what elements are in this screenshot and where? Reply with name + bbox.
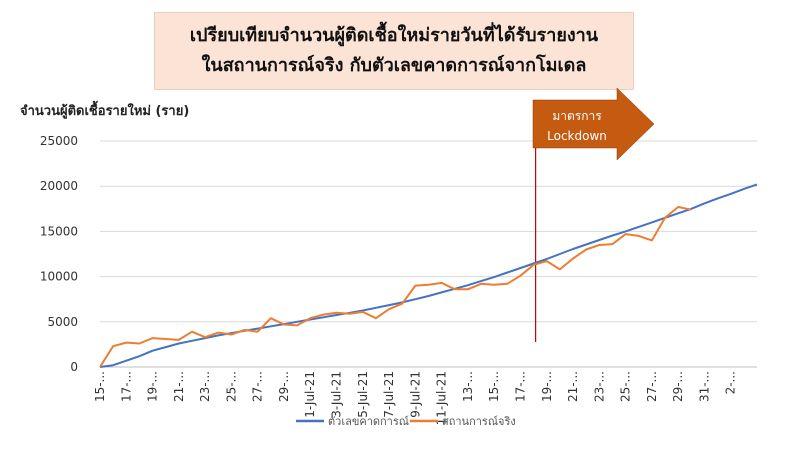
x-tick-label: 21-... [172,371,186,402]
y-axis-ticks: 0 5000 10000 15000 20000 25000 [40,134,78,374]
y-tick-label: 5000 [47,315,78,329]
x-tick-label: 3-Jul-21 [330,371,344,418]
y-tick-label: 15000 [40,224,78,238]
x-tick-label: 2-... [724,371,738,394]
x-tick-label: 27-... [251,371,265,402]
chart-title-line1: เปรียบเทียบจำนวนผู้ติดเชื้อใหม่รายวันที่… [189,25,599,46]
x-tick-label: 21-... [566,371,580,402]
legend-label: ตัวเลขคาดการณ์ [328,415,409,428]
x-tick-label: 25-... [224,371,238,402]
x-tick-label: 27-... [645,371,659,402]
chart-title-line2: ในสถานการณ์จริง กับตัวเลขคาดการณ์จากโมเด… [201,55,587,76]
lockdown-label-line2: Lockdown [547,129,607,143]
x-tick-label: 17-... [119,371,133,402]
lockdown-label-line1: มาตรการ [552,109,602,123]
x-tick-label: 1-Jul-21 [303,371,317,418]
lockdown-arrow [532,87,655,161]
y-tick-label: 20000 [40,179,78,193]
legend: ตัวเลขคาดการณ์ สถานการณ์จริง [296,415,516,428]
grid-lines [100,140,757,368]
series-line-model [99,183,758,368]
y-tick-label: 0 [70,360,78,374]
x-tick-label: 19-... [146,371,160,402]
x-tick-label: 31-... [697,371,711,402]
x-tick-label: 15-... [487,371,501,402]
x-tick-label: 15-... [93,371,107,402]
x-tick-label: 17-... [513,371,527,402]
x-tick-label: 23-... [198,371,212,402]
x-tick-label: 13-... [461,371,475,402]
legend-label: สถานการณ์จริง [442,415,516,428]
x-tick-label: 23-... [592,371,606,402]
x-tick-label: 29-... [277,371,291,402]
y-tick-label: 25000 [40,134,78,148]
x-axis-ticks: 15-... 17-... 19-... 21-... 23-... 25-... 27-.… [93,371,738,425]
x-tick-label: 7-Jul-21 [382,371,396,418]
chart-title-box: เปรียบเทียบจำนวนผู้ติดเชื้อใหม่รายวันที่… [154,12,634,90]
x-tick-label: 29-... [671,371,685,402]
series-lines [99,183,758,368]
x-tick-label: 19-... [540,371,554,402]
lockdown-annotation: มาตรการ Lockdown [532,87,655,342]
x-tick-label: 9-Jul-21 [408,371,422,418]
x-tick-label: 11-Jul-21 [435,371,449,425]
y-axis-label: จำนวนผู้ติดเชื้อรายใหม่ (ราย) [20,104,190,119]
y-tick-label: 10000 [40,270,78,284]
series-line-actual [99,206,692,368]
x-tick-label: 25-... [619,371,633,402]
x-tick-label: 5-Jul-21 [356,371,370,418]
